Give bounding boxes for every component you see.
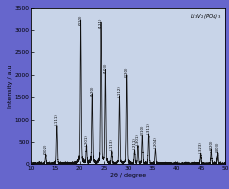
Text: (-201): (-201) <box>84 134 88 146</box>
Text: (-113): (-113) <box>109 138 113 150</box>
Text: (-211): (-211) <box>132 137 136 149</box>
Text: (-301): (-301) <box>135 133 139 145</box>
Text: (010): (010) <box>78 15 82 25</box>
Y-axis label: Intensity / a.u: Intensity / a.u <box>8 64 13 108</box>
Text: (-112): (-112) <box>117 85 121 97</box>
Text: (120): (120) <box>90 85 94 96</box>
Text: Li$_3$V$_2$(PO$_4$)$_3$: Li$_3$V$_2$(PO$_4$)$_3$ <box>190 12 221 21</box>
Text: (121): (121) <box>99 17 103 28</box>
Text: (-111): (-111) <box>55 113 59 125</box>
Text: (-311): (-311) <box>146 122 150 134</box>
Text: (103): (103) <box>103 63 107 73</box>
X-axis label: 2θ / degree: 2θ / degree <box>110 173 146 178</box>
Text: (220): (220) <box>124 66 128 77</box>
Text: (420): (420) <box>208 139 212 150</box>
Text: (403): (403) <box>215 141 219 152</box>
Text: (-323): (-323) <box>198 141 202 153</box>
Text: (002): (002) <box>44 143 47 154</box>
Text: (310): (310) <box>140 125 144 135</box>
Text: (-204): (-204) <box>153 136 157 148</box>
